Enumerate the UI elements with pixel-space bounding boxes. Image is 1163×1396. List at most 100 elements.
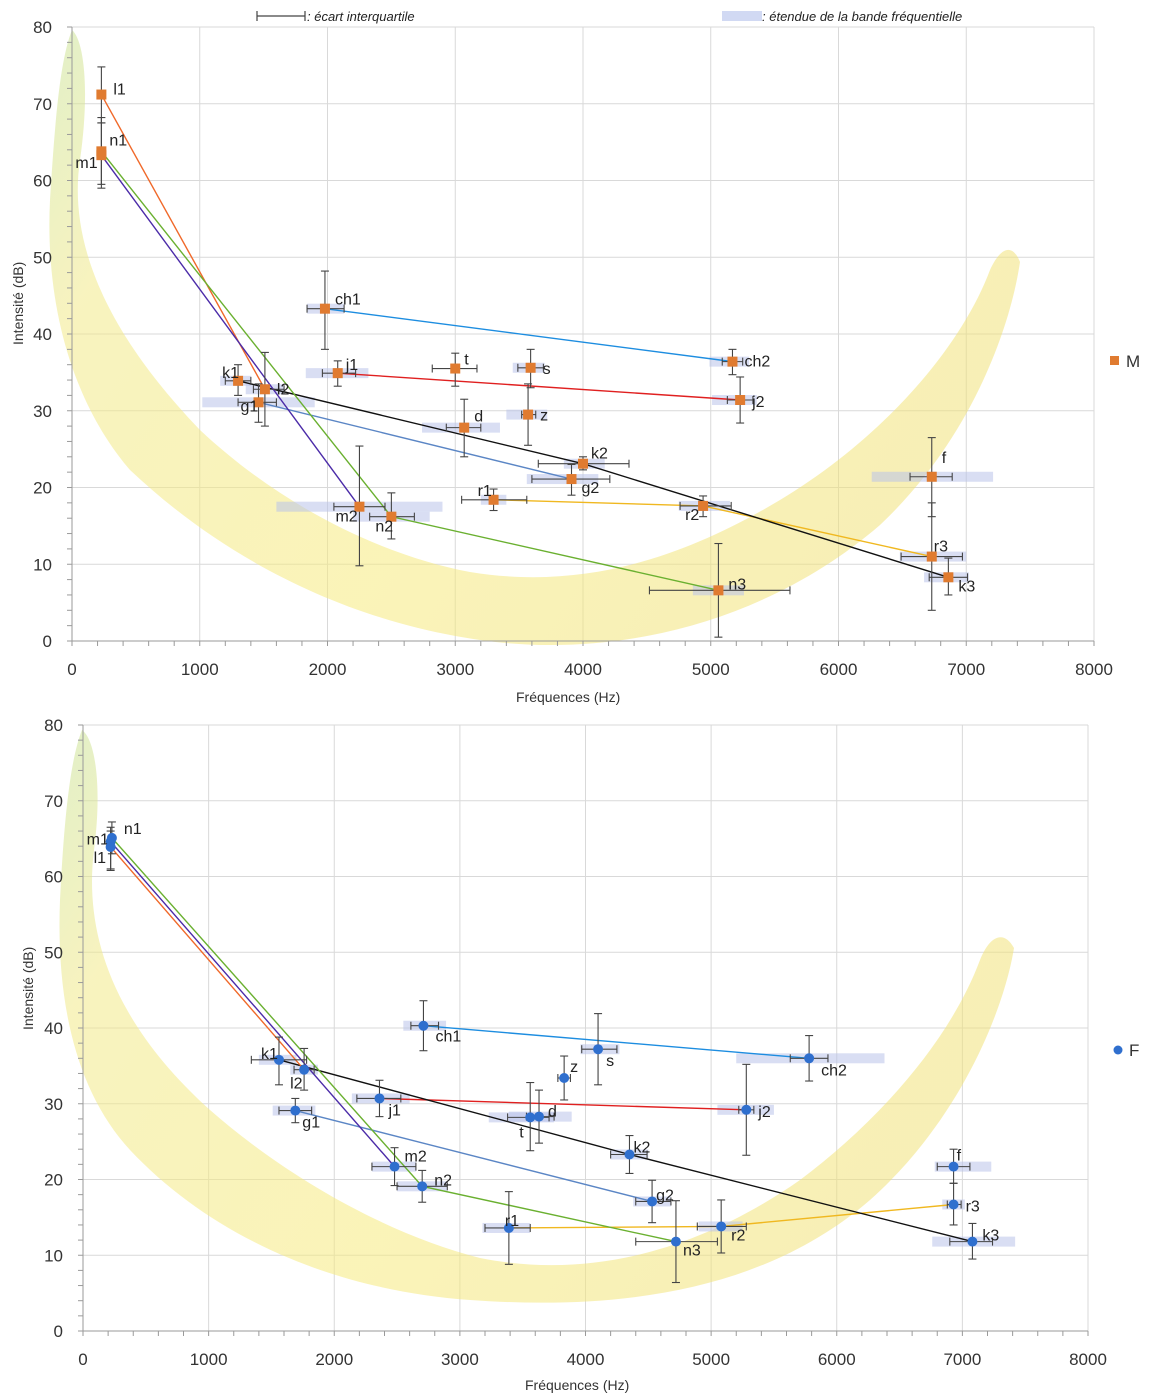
x-tick-label: 0 (67, 660, 76, 679)
iqr-note: : écart interquartile (307, 9, 415, 24)
legend-marker (1113, 1045, 1123, 1055)
point-label-m2: m2 (335, 509, 357, 526)
data-point-r3 (948, 1199, 959, 1210)
series-line (324, 307, 733, 363)
x-tick-label: 2000 (315, 1350, 353, 1369)
data-point-s (593, 1044, 604, 1055)
data-point-z (559, 1072, 570, 1083)
data-point-l1 (96, 89, 107, 100)
point-label-g1: g1 (241, 398, 259, 415)
series-line (337, 372, 741, 401)
banana-image (59, 730, 1014, 1303)
point-label-ch1: ch1 (335, 292, 361, 309)
x-tick-label: 8000 (1075, 660, 1113, 679)
y-tick-label: 0 (43, 632, 52, 651)
x-tick-label: 7000 (947, 660, 985, 679)
x-tick-label: 5000 (692, 1350, 730, 1369)
data-point-m2 (389, 1161, 400, 1172)
x-tick-label: 3000 (436, 660, 474, 679)
data-point-m2 (354, 501, 365, 512)
series-line (295, 1109, 653, 1203)
point-label-z: z (540, 408, 548, 425)
point-label-t: t (464, 352, 469, 369)
series-line (110, 846, 305, 1071)
point-label-l1: l1 (113, 82, 126, 99)
y-tick-label: 80 (44, 716, 63, 735)
point-label-k3: k3 (958, 578, 975, 595)
series-line (423, 1025, 810, 1059)
data-point-k2 (624, 1149, 635, 1160)
y-tick-label: 10 (33, 555, 52, 574)
data-point-t (525, 1112, 536, 1123)
point-label-j1: j1 (345, 357, 359, 374)
point-label-r3: r3 (966, 1198, 980, 1215)
point-label-s: s (543, 361, 551, 378)
data-point-r3 (926, 551, 937, 562)
data-point-ch1 (319, 303, 330, 314)
point-label-m2: m2 (405, 1149, 427, 1166)
y-tick-label: 50 (44, 943, 63, 962)
legend-label: M (1126, 352, 1140, 371)
point-label-t: t (519, 1124, 524, 1141)
x-tick-label: 4000 (567, 1350, 605, 1369)
y-tick-label: 60 (33, 172, 52, 191)
point-label-m1: m1 (75, 155, 97, 172)
y-axis-title: Intensité (dB) (10, 262, 26, 345)
point-label-ch1: ch1 (435, 1029, 461, 1046)
point-label-k3: k3 (982, 1228, 999, 1245)
x-tick-label: 8000 (1069, 1350, 1107, 1369)
data-point-k1 (273, 1054, 284, 1065)
y-tick-label: 0 (54, 1322, 63, 1341)
x-tick-label: 6000 (818, 1350, 856, 1369)
point-label-r3: r3 (934, 539, 948, 556)
y-tick-label: 30 (44, 1095, 63, 1114)
x-tick-label: 3000 (441, 1350, 479, 1369)
data-point-f (948, 1161, 959, 1172)
point-label-k1: k1 (261, 1046, 278, 1063)
point-label-g2: g2 (582, 480, 600, 497)
data-point-s (525, 362, 536, 373)
y-tick-label: 30 (33, 402, 52, 421)
y-tick-label: 10 (44, 1246, 63, 1265)
header-legend: : écart interquartile : étendue de la ba… (256, 9, 962, 24)
series-line (100, 154, 361, 508)
data-point-n3 (713, 585, 724, 596)
y-axis-title: Intensité (dB) (20, 947, 36, 1030)
legend-marker (1110, 356, 1119, 365)
x-tick-label: 1000 (190, 1350, 228, 1369)
legend-label: F (1129, 1041, 1139, 1060)
point-label-l1: l1 (94, 850, 107, 867)
point-label-m1: m1 (87, 832, 109, 849)
y-tick-label: 70 (33, 95, 52, 114)
data-point-t (450, 363, 461, 374)
point-label-n2: n2 (434, 1172, 452, 1189)
chart-m: Fréquences (Hz) Intensité (dB) 0 1000 2000… (10, 18, 1140, 705)
point-label-n2: n2 (375, 519, 393, 536)
x-tick-label: 1000 (181, 660, 219, 679)
point-label-r2: r2 (685, 507, 699, 524)
y-tick-label: 80 (33, 18, 52, 37)
point-label-f: f (942, 450, 947, 467)
data-point-j2 (741, 1104, 752, 1115)
point-label-f: f (957, 1148, 962, 1165)
x-tick-label: 5000 (692, 660, 730, 679)
band-sample (722, 11, 762, 21)
series-line (100, 150, 719, 592)
point-label-k1: k1 (222, 365, 239, 382)
data-point-n3 (670, 1236, 681, 1247)
data-point-k3 (943, 572, 954, 583)
point-label-n1: n1 (124, 821, 142, 838)
data-point-f (926, 471, 937, 482)
data-point-ch2 (727, 356, 738, 367)
point-label-g2: g2 (656, 1187, 674, 1204)
point-label-d: d (548, 1104, 557, 1121)
y-tick-label: 50 (33, 248, 52, 267)
point-label-r2: r2 (731, 1227, 745, 1244)
point-label-g1: g1 (302, 1115, 320, 1132)
data-point-g1 (290, 1105, 301, 1116)
y-tick-label: 20 (33, 479, 52, 498)
x-axis-title: Fréquences (Hz) (525, 1377, 629, 1393)
data-point-g1 (253, 397, 264, 408)
x-tick-label: 7000 (943, 1350, 981, 1369)
